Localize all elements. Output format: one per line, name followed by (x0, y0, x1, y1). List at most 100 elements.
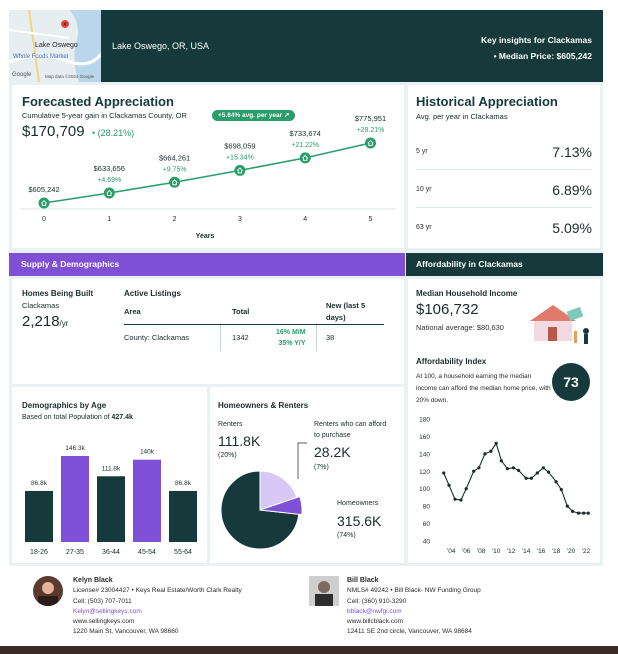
historical-row-value: 7.13% (552, 144, 592, 160)
afford-point (447, 483, 451, 487)
historical-row: 10 yr 6.89% (416, 170, 592, 208)
age-bar-label: 86.8k (31, 480, 48, 487)
agent-name: Kelyn Black (73, 577, 113, 584)
owners-label: Homeowners (337, 500, 379, 507)
forecast-value: $170,709 (22, 123, 85, 140)
forecast-point (103, 187, 115, 199)
agent-website-link[interactable]: www.billcblack.com (347, 618, 403, 626)
map-city-label: Lake Oswego (35, 42, 78, 49)
forecast-x-tick: 5 (369, 216, 373, 223)
demographics-subtitle: Based on total Population of 427.4k (22, 414, 133, 421)
map-attribution: Map data ©2024 Google (45, 74, 95, 79)
afford-y-tick: 180 (419, 417, 430, 424)
afford-point (483, 452, 487, 456)
afford-point (576, 511, 581, 515)
agent-info: Bill Black NMLS# 49242 • Bill Black- NW … (347, 576, 587, 638)
afford-x-tick: '16 (537, 548, 546, 555)
afford-point (472, 469, 476, 473)
agent-email-link[interactable]: Kelyn@sellingkeys.com (73, 607, 142, 615)
afford-point (586, 511, 590, 515)
historical-row-label: 63 yr (416, 224, 432, 231)
forecast-pct-label: +15.34% (226, 154, 254, 161)
index-description: At 100, a household earning the median i… (416, 373, 551, 404)
afford-y-tick: 80 (423, 504, 431, 511)
forecast-data-label: $698,059 (224, 141, 255, 150)
income-national: National average: $80,630 (416, 323, 504, 332)
badge-text: +5.64% avg. per year (218, 112, 283, 119)
homeowners-pie-chart (220, 442, 307, 550)
renters-label: Renters (218, 421, 243, 428)
forecast-x-label: Years (196, 233, 215, 240)
house-icon (171, 179, 178, 186)
afford-x-tick: '06 (462, 548, 471, 555)
listings-title: Active Listings (124, 289, 181, 298)
house-icon (367, 139, 374, 146)
afford-y-tick: 120 (419, 469, 430, 476)
agent-cell[interactable]: Cell: (503) 707-7011 (73, 597, 132, 605)
age-x-tick: 18-26 (30, 549, 48, 556)
listings-col-total: Total (232, 307, 250, 316)
age-bar-label: 86.8k (175, 480, 192, 487)
age-bar (61, 456, 89, 542)
afford-x-tick: '10 (492, 548, 501, 555)
demographics-panel: Demographics by Age Based on total Popul… (12, 387, 207, 563)
map-poi-label: Whole Foods Market (13, 54, 69, 60)
google-logo: Google (12, 72, 32, 78)
afford-x-tick: '08 (477, 548, 486, 555)
house-illustration-icon (530, 305, 589, 344)
agent-cell[interactable]: Cell: (360) 910-3290 (347, 597, 407, 605)
demographics-population: 427.4k (111, 414, 133, 421)
forecast-data-label: $633,656 (94, 164, 125, 173)
listings-divider (316, 325, 317, 351)
demographics-title: Demographics by Age (22, 401, 107, 410)
forecast-pct-label: +4.69% (97, 177, 121, 184)
age-bar-label: 140k (140, 449, 155, 456)
afford-point (546, 470, 551, 474)
afford-point (541, 466, 545, 470)
afford-x-tick: '20 (567, 548, 576, 555)
homes-built-value: 2,218/yr (22, 313, 68, 331)
renters-pct: (20%) (218, 452, 237, 459)
forecast-data-label: $605,242 (28, 185, 59, 194)
forecast-chart: $605,242 0 $633,656 +4.69% 1 $664,261 +9.75% 2 $… (20, 114, 396, 240)
forecast-pct-label: +28.21% (357, 127, 385, 134)
afford-point (554, 480, 558, 484)
listings-cell-change: 16% M/M 35% Y/Y (276, 327, 306, 349)
house-icon (236, 167, 243, 174)
forecast-subtitle: Cumulative 5-year gain in Clackamas Coun… (22, 111, 187, 120)
homes-built-title: Homes Being Built (22, 289, 94, 298)
listings-header-row: Area Total New (last 5 days) (124, 299, 384, 325)
afford-point (442, 471, 446, 475)
forecast-x-tick: 1 (107, 216, 111, 223)
pie-callout-line (297, 442, 307, 479)
historical-row-value: 5.09% (552, 220, 592, 236)
listings-cell-total: 1342 (232, 333, 249, 342)
afford-pct: (7%) (314, 464, 329, 471)
supply-panel: Homes Being Built Clackamas 2,218/yr Act… (12, 279, 404, 384)
afford-y-tick: 60 (423, 521, 431, 528)
location-map[interactable]: Lake Oswego Whole Foods Market Google Ma… (9, 10, 101, 82)
forecast-pct: • (28.21%) (92, 128, 135, 138)
forecast-pct-text: (28.21%) (97, 128, 135, 138)
listings-mm: 16% M/M (276, 329, 306, 336)
forecast-point (169, 176, 181, 188)
afford-x-tick: '22 (582, 548, 591, 555)
afford-point (499, 459, 503, 463)
historical-rows: 5 yr 7.13% 10 yr 6.89% 63 yr 5.09% (416, 134, 592, 244)
afford-y-tick: 100 (419, 486, 430, 493)
homes-built-number: 2,218 (22, 313, 60, 330)
agent-email-link[interactable]: bblack@nwfgi.com (347, 607, 402, 615)
forecast-point (299, 152, 311, 164)
agent-website-link[interactable]: www.sellingkeys.com (73, 618, 135, 626)
index-badge: 73 (552, 363, 590, 401)
agent-address: 1220 Main St, Vancouver, WA 98660 (73, 628, 179, 636)
listings-cell-area: County: Clackamas (124, 333, 190, 342)
age-x-tick: 36-44 (102, 549, 120, 556)
agent-info: Kelyn Black License# 23004427 • Keys Rea… (73, 576, 313, 638)
afford-y-tick: 140 (419, 451, 430, 458)
historical-row-value: 6.89% (552, 182, 592, 198)
listings-cell-new: 38 (326, 333, 335, 342)
afford-label: Renters who can afford to purchase (314, 421, 387, 439)
homeowners-panel: Homeowners & Renters Renters 111.8K (20%… (210, 387, 404, 563)
afford-point (582, 511, 586, 515)
